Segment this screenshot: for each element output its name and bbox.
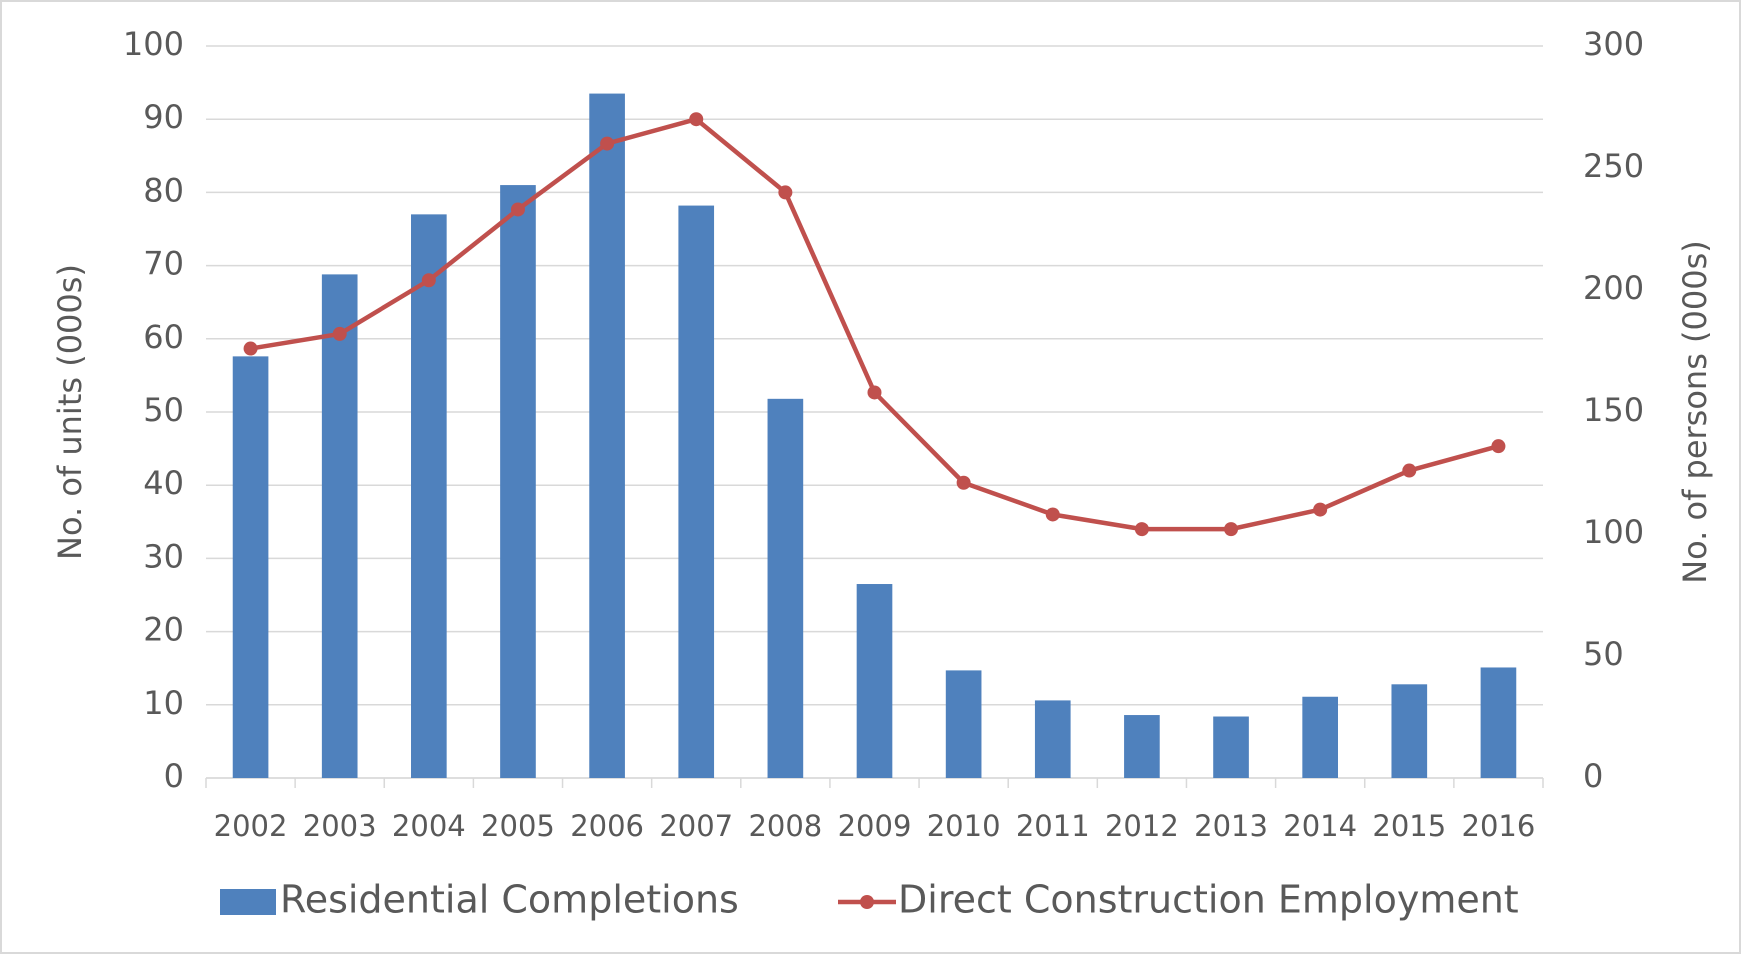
line-marker xyxy=(332,326,347,341)
bar xyxy=(1391,684,1428,778)
bar xyxy=(1213,716,1249,778)
line-marker xyxy=(867,385,882,400)
x-tick-label: 2003 xyxy=(303,809,377,843)
y2-tick-label: 50 xyxy=(1583,635,1624,673)
x-tick-label: 2004 xyxy=(392,809,466,843)
line-marker xyxy=(1491,439,1506,454)
y-tick-label: 100 xyxy=(123,25,184,63)
y-tick-label: 0 xyxy=(164,757,184,795)
legend-label: Direct Construction Employment xyxy=(898,878,1519,922)
line-marker xyxy=(421,273,436,288)
x-tick-label: 2007 xyxy=(659,809,733,843)
bar xyxy=(589,93,625,778)
bar xyxy=(1480,667,1517,778)
x-tick-label: 2005 xyxy=(481,809,555,843)
bar xyxy=(500,185,536,778)
legend-marker xyxy=(860,895,874,909)
y-tick-label: 20 xyxy=(143,611,184,649)
y2-tick-label: 200 xyxy=(1583,269,1644,307)
line-marker xyxy=(1045,507,1060,522)
line-marker xyxy=(1134,522,1149,537)
line-marker xyxy=(510,202,525,217)
x-tick-label: 2016 xyxy=(1462,809,1536,843)
bar xyxy=(411,214,447,779)
x-tick-label: 2012 xyxy=(1105,809,1179,843)
x-tick-label: 2014 xyxy=(1283,809,1357,843)
x-tick-label: 2008 xyxy=(748,809,822,843)
x-tick-label: 2006 xyxy=(570,809,644,843)
y-tick-label: 10 xyxy=(143,684,184,722)
y2-tick-label: 0 xyxy=(1583,757,1603,795)
bar xyxy=(945,670,982,778)
line-marker xyxy=(1313,502,1328,517)
line-marker xyxy=(689,112,704,127)
line-marker xyxy=(1224,522,1239,537)
bar xyxy=(1302,696,1338,778)
y-tick-label: 80 xyxy=(143,171,184,209)
bar xyxy=(678,205,715,779)
bar xyxy=(856,584,893,778)
bar xyxy=(1124,715,1160,778)
y-tick-label: 60 xyxy=(143,318,184,356)
bar xyxy=(321,274,358,778)
line-marker xyxy=(600,136,615,151)
bar xyxy=(232,356,269,778)
y-tick-label: 50 xyxy=(143,391,184,429)
y2-axis-label: No. of persons (000s) xyxy=(1676,240,1714,584)
y2-tick-label: 100 xyxy=(1583,513,1644,551)
y-tick-label: 90 xyxy=(143,98,184,136)
x-tick-label: 2011 xyxy=(1016,809,1090,843)
x-tick-label: 2013 xyxy=(1194,809,1268,843)
y2-tick-label: 250 xyxy=(1583,147,1644,185)
line-marker xyxy=(243,341,258,356)
y2-tick-label: 150 xyxy=(1583,391,1644,429)
y-tick-label: 40 xyxy=(143,464,184,502)
legend-swatch xyxy=(220,889,276,915)
y-tick-label: 70 xyxy=(143,245,184,283)
y-tick-label: 30 xyxy=(143,537,184,575)
line-marker xyxy=(778,185,793,200)
x-tick-label: 2002 xyxy=(214,809,288,843)
legend-label: Residential Completions xyxy=(280,878,739,922)
line-marker xyxy=(956,475,971,490)
line-marker xyxy=(1402,463,1417,478)
x-tick-label: 2015 xyxy=(1372,809,1446,843)
y-axis-label: No. of units (000s) xyxy=(51,264,89,560)
y2-tick-label: 300 xyxy=(1583,25,1644,63)
x-tick-label: 2009 xyxy=(838,809,912,843)
bar xyxy=(767,398,804,778)
bar xyxy=(1034,700,1071,778)
x-tick-label: 2010 xyxy=(927,809,1001,843)
